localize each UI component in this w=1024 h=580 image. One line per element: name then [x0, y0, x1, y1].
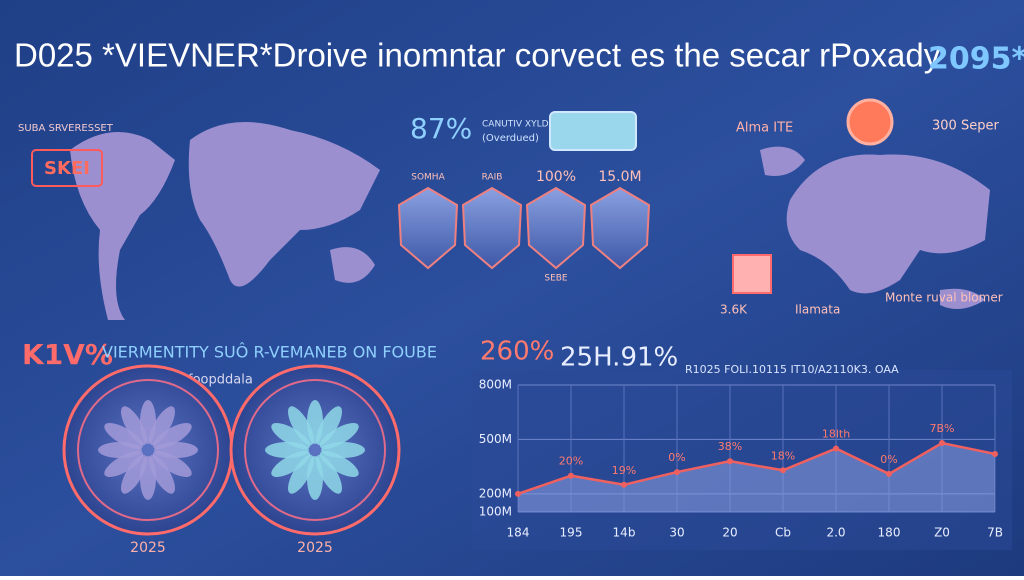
area — [518, 443, 995, 512]
x-tick-label: 30 — [669, 526, 684, 540]
petal — [271, 451, 311, 477]
point-label: 18lth — [822, 428, 850, 441]
panel-badge: K1V% — [22, 338, 113, 371]
petal — [149, 454, 175, 494]
point — [833, 445, 839, 452]
title-year: 2095* — [928, 42, 1024, 77]
stat-label: RAIB — [482, 173, 503, 183]
x-tick-label: Z0 — [934, 526, 950, 540]
petal — [149, 406, 175, 446]
point — [674, 469, 680, 476]
map-label: Alma ITE — [736, 121, 793, 136]
petal — [121, 406, 147, 446]
x-tick-label: 20 — [722, 526, 737, 540]
stat-sub: SEBE — [544, 274, 568, 284]
point-label: 38% — [718, 440, 742, 453]
x-tick-label: 184 — [507, 526, 530, 540]
chart-subtitle: R1025 FOLI.10115 IT10/A2110K3. OAA — [685, 363, 899, 376]
point — [780, 467, 786, 474]
petal — [104, 423, 144, 449]
chart-badge: 260% — [480, 337, 554, 367]
petal — [152, 423, 192, 449]
petal — [120, 454, 147, 494]
disc-label: 2025 — [130, 540, 166, 556]
petal — [271, 423, 311, 449]
badge-frame — [31, 149, 103, 187]
stats-caption: (Overdued) — [482, 133, 539, 144]
point-label: 7B% — [930, 422, 955, 435]
point — [939, 440, 945, 447]
map-label: 300 Seper — [932, 119, 999, 134]
y-tick-label: 500M — [479, 432, 512, 446]
x-tick-label: 7B — [987, 526, 1003, 540]
petal — [319, 423, 359, 449]
disc — [62, 364, 234, 536]
disc-ring — [244, 379, 386, 521]
x-tick-label: 14b — [613, 526, 636, 540]
stat-label: 15.0M — [598, 169, 641, 185]
y-tick-label: 100M — [479, 505, 512, 519]
alert-icon — [846, 98, 894, 146]
petal — [104, 451, 144, 478]
map-label: SUBA SRVERESSET — [18, 123, 114, 134]
point — [515, 490, 521, 497]
stat-shield — [525, 186, 587, 270]
disc-label: 2025 — [297, 540, 333, 556]
point-label: 18% — [771, 449, 795, 462]
disc-ring — [77, 379, 219, 521]
y-tick-label: 200M — [479, 486, 512, 500]
point-label: 0% — [880, 453, 897, 466]
battery-icon — [549, 111, 637, 151]
x-tick-label: 2.0 — [826, 526, 845, 540]
petal — [316, 406, 342, 446]
world-map-right — [760, 146, 990, 309]
stat-shield — [461, 186, 523, 270]
point-label: 20% — [559, 455, 583, 468]
panel-title: VIERMENTITY SUÔ R-VEMANEB ON FOUBE — [102, 343, 437, 362]
x-tick-label: Cb — [775, 526, 791, 540]
petal — [152, 451, 192, 477]
point-label: 19% — [612, 464, 636, 477]
stats-headline: 87% — [410, 112, 472, 145]
title: D025 *VIEVNER*Droive inomntar corvect es… — [14, 37, 941, 74]
map-label: Monte ruval blomer — [885, 291, 1003, 305]
gift-icon — [732, 254, 772, 294]
point — [727, 458, 733, 465]
stat-label: 100% — [536, 169, 576, 185]
point-label: 0% — [668, 451, 685, 464]
point — [568, 472, 574, 479]
stat-shield — [397, 186, 459, 270]
petal — [288, 406, 314, 446]
map-badge: SKEI — [44, 158, 90, 179]
petal — [316, 454, 342, 494]
line — [517, 441, 996, 496]
map-label: Ilamata — [795, 303, 840, 317]
point — [886, 470, 892, 477]
x-tick-label: 195 — [560, 526, 583, 540]
x-tick-label: 180 — [878, 526, 901, 540]
stat-shield — [589, 186, 651, 270]
disc — [229, 364, 401, 536]
point — [621, 481, 627, 488]
gift-value: 3.6K — [720, 303, 748, 317]
petal — [319, 451, 359, 477]
petal — [288, 454, 314, 494]
point — [992, 450, 998, 457]
stats-caption: CANUTIV XYLD — [482, 120, 549, 130]
panel-subtitle: foopddala — [188, 373, 253, 388]
world-map-left — [70, 122, 380, 320]
chart-headline: 25H.91% — [560, 343, 678, 373]
y-tick-label: 800M — [479, 378, 512, 392]
stat-label: SOMHA — [411, 173, 445, 183]
